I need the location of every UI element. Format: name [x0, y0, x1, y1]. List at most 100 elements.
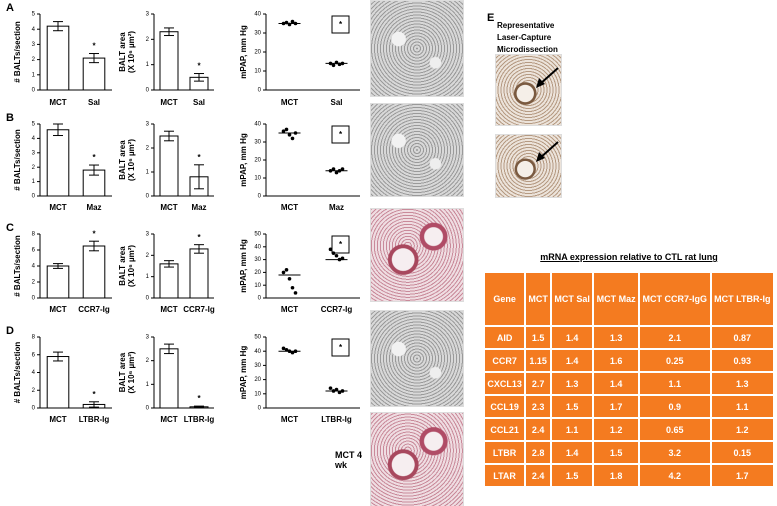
y-tick-label: 4: [32, 27, 36, 33]
table-cell: 2.4: [524, 417, 553, 442]
y-axis-label: (X 10⁶ µm²): [127, 245, 136, 287]
y-tick-label: 2: [146, 146, 150, 152]
y-tick-label: 0: [258, 194, 262, 200]
point: [328, 247, 333, 252]
y-tick-label: 2: [32, 165, 36, 171]
panel-label: B: [6, 112, 14, 124]
x-tick-label: MCT: [49, 98, 66, 107]
y-tick-label: 0: [258, 406, 262, 412]
table-cell: 1.4: [550, 348, 595, 373]
header-cell: MCT Maz: [592, 271, 640, 327]
table-cell: 1.1: [550, 417, 595, 442]
y-tick-label: 3: [146, 122, 150, 128]
point: [331, 167, 336, 171]
y-axis-label: BALT area: [118, 352, 127, 392]
header-cell: Gene: [482, 271, 527, 327]
x-tick-label: Maz: [86, 203, 101, 212]
y-axis-label: (X 10⁶ µm²): [127, 31, 136, 73]
point: [293, 291, 298, 295]
histology-image: [370, 310, 464, 407]
y-tick-label: 0: [146, 296, 150, 302]
table-cell: 1.3: [709, 371, 776, 396]
table-cell: 1.3: [592, 325, 640, 350]
point: [284, 127, 289, 132]
x-tick-label: MCT: [160, 203, 177, 212]
annotation-box: [331, 125, 350, 144]
y-tick-label: 5: [32, 12, 36, 18]
y-tick-label: 30: [254, 140, 261, 146]
y-axis-label: # BALTs/section: [13, 342, 22, 404]
significance: *: [197, 62, 201, 71]
point: [284, 268, 289, 272]
y-tick-label: 30: [254, 31, 261, 37]
y-tick-label: 3: [32, 42, 36, 48]
table-cell: AID: [482, 325, 527, 350]
y-tick-label: 40: [254, 244, 261, 250]
point: [284, 347, 289, 352]
image-caption: MCT 4 wk: [335, 450, 362, 470]
table-cell: 1.15: [524, 348, 553, 373]
x-tick-label: LTBR-Ig: [321, 415, 352, 424]
x-tick-label: MCT: [160, 305, 177, 314]
y-tick-label: 2: [146, 253, 150, 259]
x-tick-label: Maz: [191, 203, 206, 212]
table-cell: CCL21: [482, 417, 527, 442]
table-cell: CXCL13: [482, 371, 527, 396]
y-tick-label: 10: [254, 283, 261, 289]
y-axis-label: BALT area: [118, 140, 127, 180]
y-tick-label: 50: [254, 335, 261, 341]
panel-label: D: [6, 325, 14, 337]
panel-label: E: [487, 12, 495, 24]
table-row: LTAR 2.4 1.5 1.8 4.2 1.7: [482, 463, 776, 488]
y-tick-label: 3: [146, 335, 150, 341]
table-cell: CCR7: [482, 348, 527, 373]
table-cell: 0.87: [709, 325, 776, 350]
table-cell: 1.8: [592, 463, 640, 488]
table-row: CCR7 1.15 1.4 1.6 0.25 0.93: [482, 348, 776, 373]
x-tick-label: CCR7-Ig: [183, 305, 215, 314]
annotation-box: [331, 235, 350, 254]
y-tick-label: 8: [32, 232, 36, 238]
y-tick-label: 20: [254, 270, 261, 276]
x-tick-label: MCT: [49, 203, 66, 212]
y-tick-label: 1: [146, 274, 150, 280]
bar: [189, 248, 209, 299]
y-axis-label: mPAP, mm Hg: [239, 239, 248, 293]
table-cell: 0.25: [637, 348, 712, 373]
point: [287, 277, 292, 281]
table-cell: 1.5: [550, 394, 595, 419]
y-tick-label: 2: [32, 280, 36, 286]
significance: *: [339, 240, 343, 249]
arrow: [539, 141, 559, 159]
y-axis-label: BALT area: [118, 246, 127, 286]
arrow-head: [536, 152, 545, 162]
y-axis-label: mPAP, mm Hg: [239, 346, 248, 400]
panel-label: C: [6, 222, 14, 234]
point: [290, 19, 295, 24]
significance: *: [92, 153, 96, 162]
y-tick-label: 1: [146, 170, 150, 176]
table-cell: 1.1: [709, 394, 776, 419]
expression-table: Gene MCT MCT Sal MCT Maz MCT CCR7-IgG MCT LTB…: [482, 271, 776, 488]
table-row: AID 1.5 1.4 1.3 2.1 0.87: [482, 325, 776, 350]
y-tick-label: 2: [146, 358, 150, 364]
table-cell: 1.2: [592, 417, 640, 442]
table-cell: 2.4: [524, 463, 553, 488]
bar: [46, 25, 70, 91]
y-tick-label: 0: [146, 406, 150, 412]
table-cell: 1.7: [709, 463, 776, 488]
table-cell: LTAR: [482, 463, 527, 488]
table-cell: 4.2: [637, 463, 712, 488]
y-tick-label: 2: [32, 57, 36, 63]
table-cell: 1.7: [592, 394, 640, 419]
panel-label: A: [6, 2, 14, 14]
y-tick-label: 0: [146, 88, 150, 94]
y-tick-label: 0: [258, 88, 262, 94]
x-tick-label: MCT: [281, 98, 298, 107]
header-row: Gene MCT MCT Sal MCT Maz MCT CCR7-IgG MCT LTB…: [482, 271, 776, 327]
significance: *: [339, 20, 343, 29]
significance: *: [339, 130, 343, 139]
y-tick-label: 0: [32, 406, 36, 412]
y-tick-label: 2: [146, 37, 150, 43]
point: [340, 167, 345, 171]
